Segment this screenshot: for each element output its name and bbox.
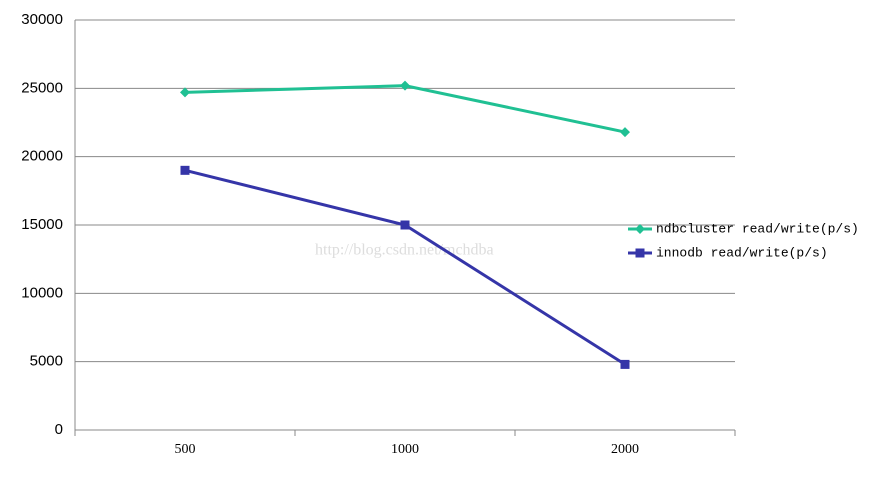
legend-label: innodb read/write(p/s) bbox=[656, 245, 828, 260]
y-tick-label: 25000 bbox=[21, 79, 63, 96]
point bbox=[620, 127, 630, 138]
x-tick-label: 2000 bbox=[611, 442, 639, 457]
y-tick-label: 10000 bbox=[21, 284, 63, 301]
point bbox=[620, 359, 630, 369]
x-tick-label: 500 bbox=[175, 442, 196, 457]
series-line bbox=[184, 84, 626, 134]
legend-marker bbox=[635, 248, 645, 258]
y-tick-label: 5000 bbox=[30, 353, 63, 370]
legend-label: ndbcluster read/write(p/s) bbox=[656, 221, 859, 236]
y-tick-label: 30000 bbox=[21, 11, 63, 28]
y-tick-label: 20000 bbox=[21, 148, 63, 165]
point bbox=[400, 220, 410, 230]
watermark: http://blog.csdn.net/mchdba bbox=[315, 242, 494, 259]
y-tick-label: 15000 bbox=[21, 216, 63, 233]
x-tick-label: 1000 bbox=[391, 442, 419, 457]
series-line bbox=[184, 168, 626, 366]
point bbox=[180, 165, 190, 175]
point bbox=[400, 80, 410, 91]
legend-marker bbox=[635, 224, 645, 234]
y-tick-label: 0 bbox=[55, 421, 63, 438]
point bbox=[180, 87, 190, 98]
